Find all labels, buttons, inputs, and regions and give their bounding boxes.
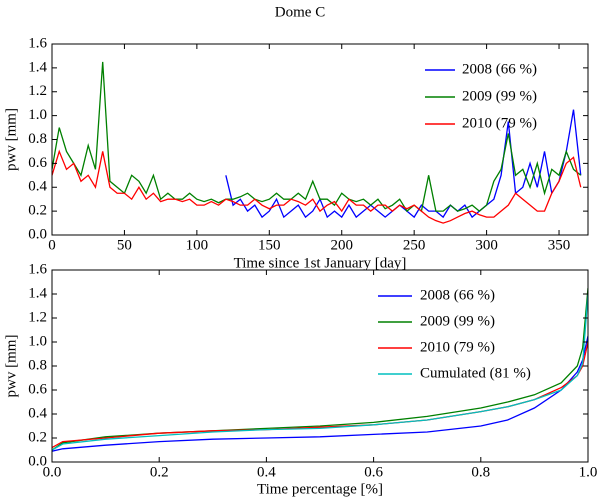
y-tick-label: 0.4 xyxy=(28,179,47,195)
y-tick-label: 1.0 xyxy=(28,107,47,123)
y-tick-label: 1.2 xyxy=(28,83,47,99)
x-tick-label: 300 xyxy=(475,237,498,253)
legend-label: 2009 (99 %) xyxy=(420,313,495,329)
x-tick-label: 0.8 xyxy=(471,464,490,480)
x-tick-label: 0.2 xyxy=(150,464,169,480)
series-line xyxy=(52,335,588,452)
x-tick-label: 150 xyxy=(258,237,281,253)
series-line xyxy=(52,341,588,449)
x-axis-label: Time since 1st January [day] xyxy=(234,255,407,271)
x-tick-label: 1.0 xyxy=(579,464,598,480)
series-line xyxy=(52,149,582,224)
legend-label: 2008 (66 %) xyxy=(462,61,537,77)
y-tick-label: 0.8 xyxy=(28,357,47,373)
y-tick-label: 0.6 xyxy=(28,155,47,171)
y-tick-label: 0.4 xyxy=(28,405,47,421)
series-line xyxy=(52,61,582,213)
y-tick-label: 0.6 xyxy=(28,381,47,397)
y-tick-label: 1.0 xyxy=(28,333,47,349)
y-axis-label: pwv [mm] xyxy=(3,335,19,398)
y-tick-label: 0.0 xyxy=(28,453,47,469)
series-line xyxy=(52,293,588,451)
y-tick-label: 1.6 xyxy=(28,35,47,51)
x-tick-label: 250 xyxy=(403,237,426,253)
x-tick-label: 0.4 xyxy=(257,464,276,480)
legend-label: 2010 (79 %) xyxy=(462,115,537,131)
legend-label: 2008 (66 %) xyxy=(420,287,495,303)
x-tick-label: 200 xyxy=(330,237,353,253)
x-tick-label: 0.0 xyxy=(43,464,62,480)
y-tick-label: 0.8 xyxy=(28,131,47,147)
y-tick-label: 0.0 xyxy=(28,226,47,242)
y-tick-label: 1.4 xyxy=(28,285,47,301)
y-axis-label: pwv [mm] xyxy=(3,108,19,171)
figure-title: Dome C xyxy=(275,4,325,20)
y-tick-label: 1.2 xyxy=(28,309,47,325)
legend-label: 2009 (99 %) xyxy=(462,88,537,104)
y-tick-label: 0.2 xyxy=(28,429,47,445)
y-tick-label: 1.6 xyxy=(28,261,47,277)
x-tick-label: 50 xyxy=(117,237,132,253)
x-tick-label: 0 xyxy=(48,237,56,253)
x-tick-label: 100 xyxy=(186,237,209,253)
series-line xyxy=(225,109,582,219)
legend-label: 2010 (79 %) xyxy=(420,339,495,355)
legend-label: Cumulated (81 %) xyxy=(420,365,531,381)
x-tick-label: 350 xyxy=(548,237,571,253)
y-tick-label: 1.4 xyxy=(28,59,47,75)
x-tick-label: 0.6 xyxy=(364,464,383,480)
x-axis-label: Time percentage [%] xyxy=(257,481,383,497)
y-tick-label: 0.2 xyxy=(28,203,47,219)
